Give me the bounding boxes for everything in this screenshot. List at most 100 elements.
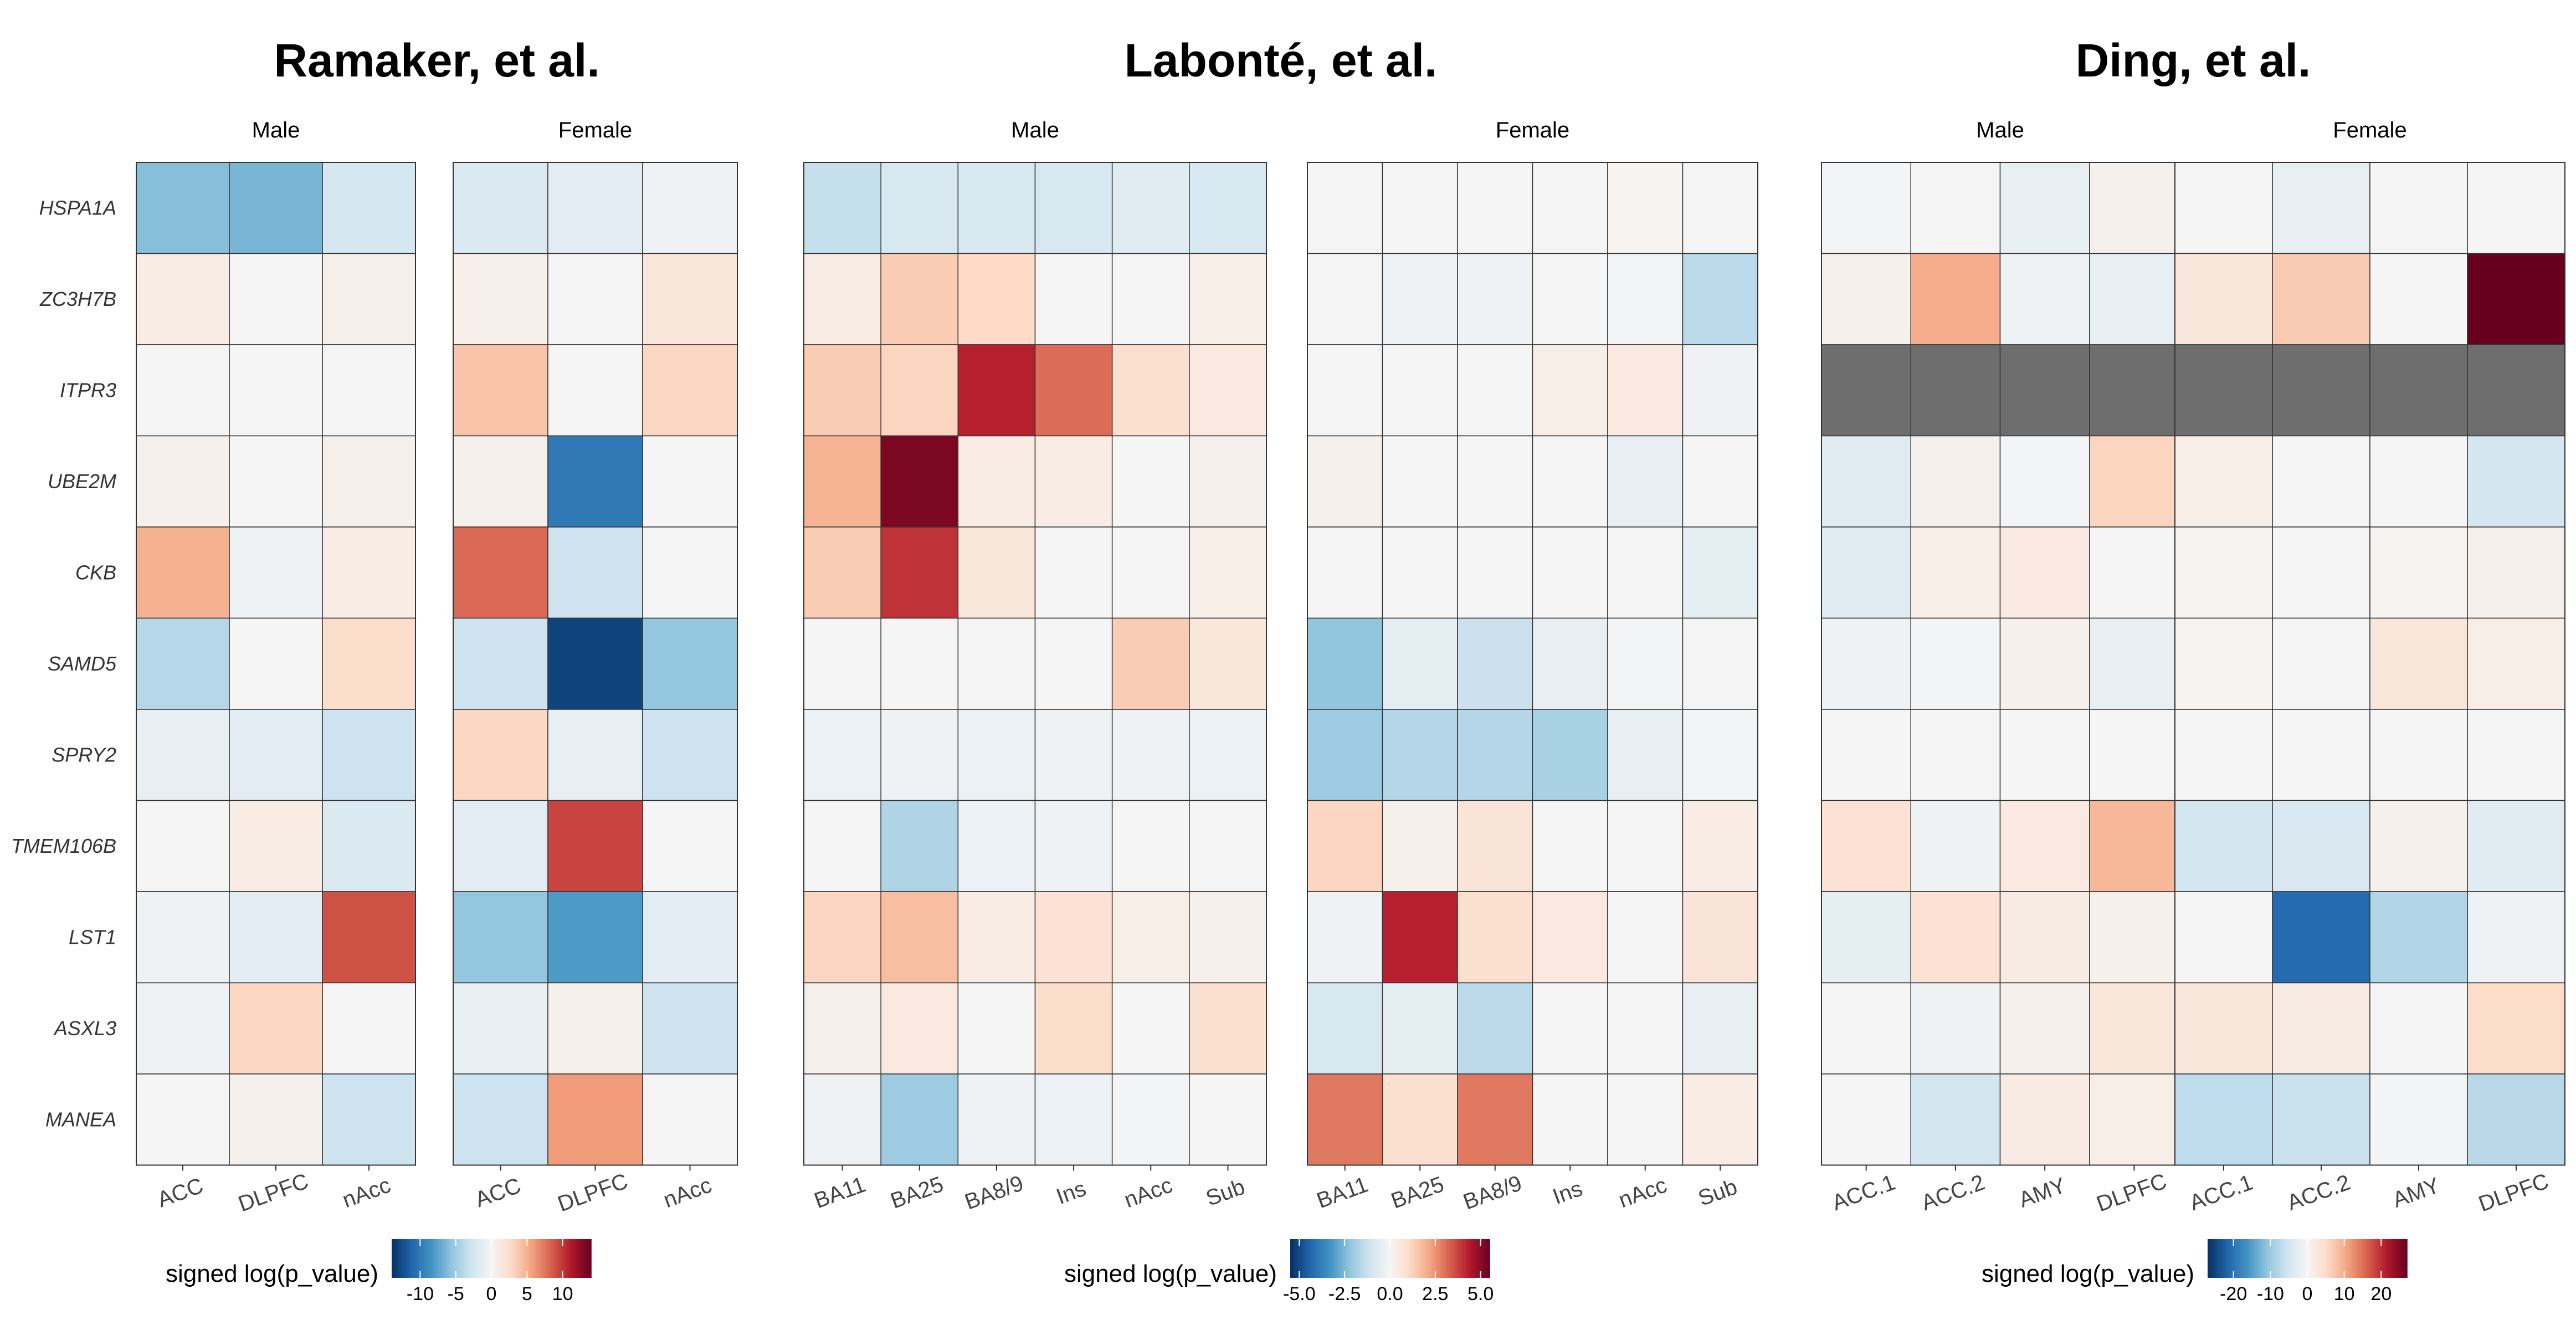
legend-tick-label: 10: [2334, 1283, 2355, 1305]
legend-gradient-segment: [1472, 1239, 1475, 1278]
heatmap-cell: [1034, 162, 1113, 254]
legend-gradient-segment: [521, 1239, 525, 1278]
heatmap-cell: [136, 709, 230, 801]
legend-gradient-segment: [1335, 1239, 1338, 1278]
legend-gradient-segment: [442, 1239, 445, 1278]
legend-gradient-segment: [2302, 1239, 2306, 1278]
heatmap-cell: [1382, 800, 1458, 892]
heatmap-cell: [1111, 982, 1190, 1075]
legend-gradient-segment: [476, 1239, 480, 1278]
legend-gradient-segment: [2312, 1239, 2316, 1278]
x-tick-label: ACC: [472, 1173, 524, 1212]
heatmap-cell: [2272, 526, 2370, 619]
heatmap-cell: [1682, 435, 1758, 528]
legend-gradient-segment: [1385, 1239, 1388, 1278]
heatmap-cell: [1910, 1073, 2001, 1166]
heatmap-cell: [229, 709, 323, 801]
heatmap-cell: [957, 800, 1036, 892]
legend-gradient-segment: [2250, 1239, 2253, 1278]
heatmap-cell: [2089, 162, 2179, 254]
legend-gradient-segment: [2339, 1239, 2343, 1278]
heatmap-cell: [136, 617, 230, 710]
legend-gradient-segment: [449, 1239, 452, 1278]
legend-gradient-segment: [2397, 1239, 2400, 1278]
legend-tick-label: 0: [486, 1283, 497, 1305]
legend-gradient-segment: [1370, 1239, 1373, 1278]
heatmap-cell: [136, 526, 230, 619]
heatmap-cell: [1382, 617, 1458, 710]
x-tick-label: Ins: [1053, 1176, 1089, 1209]
legend-gradient-segment: [1402, 1239, 1405, 1278]
heatmap-cell: [803, 709, 881, 801]
heatmap-cell: [642, 982, 738, 1075]
legend-gradient-segment: [2372, 1239, 2375, 1278]
heatmap-cell: [229, 526, 323, 619]
heatmap-cell: [1682, 1073, 1758, 1166]
study-title: Labonté, et al.: [1125, 34, 1438, 86]
heatmap-cell: [2369, 162, 2468, 254]
heatmap-cell: [2089, 617, 2179, 710]
legend-gradient-segment: [1292, 1239, 1296, 1278]
legend-gradient-segment: [2218, 1239, 2221, 1278]
legend-gradient-segment: [422, 1239, 425, 1278]
heatmap-cell: [957, 709, 1036, 801]
legend-gradient-segment: [556, 1239, 560, 1278]
legend-gradient-segment: [2377, 1239, 2380, 1278]
study-title: Ding, et al.: [2076, 34, 2311, 86]
x-tick-label: nAcc: [1615, 1173, 1670, 1213]
legend-gradient-segment: [568, 1239, 572, 1278]
heatmap-cell: [322, 344, 416, 437]
heatmap-cell: [229, 982, 323, 1075]
gene-label-ube2m: UBE2M: [48, 470, 116, 493]
legend-gradient-segment: [1452, 1239, 1455, 1278]
heatmap-cell: [1307, 253, 1383, 345]
legend-gradient-segment: [2208, 1239, 2211, 1278]
legend-gradient-segment: [1415, 1239, 1418, 1278]
legend-gradient-segment: [561, 1239, 565, 1278]
heatmap-cell: [2369, 800, 2468, 892]
heatmap-cell: [2272, 1073, 2370, 1166]
legend-gradient-segment: [2292, 1239, 2296, 1278]
heatmap-cell: [1307, 617, 1383, 710]
heatmap-cell: [1607, 800, 1684, 892]
heatmap-cell: [547, 435, 643, 528]
legend-gradient-segment: [392, 1239, 395, 1278]
heatmap-cell: [453, 982, 548, 1075]
heatmap-cell: [322, 800, 416, 892]
legend-gradient-segment: [444, 1239, 447, 1278]
heatmap-cell: [2174, 617, 2273, 710]
legend-title: signed log(p_value): [166, 1260, 378, 1287]
heatmap-cell: [1999, 435, 2090, 528]
heatmap-cell: [136, 162, 230, 254]
heatmap-cell: [322, 617, 416, 710]
legend-gradient-segment: [1420, 1239, 1423, 1278]
x-tick-label: nAcc: [339, 1173, 394, 1213]
heatmap-cell: [803, 891, 881, 984]
heatmap-cell: [1607, 891, 1684, 984]
legend-gradient-segment: [1460, 1239, 1463, 1278]
heatmap-cell: [547, 891, 643, 984]
heatmap-cell: [2467, 891, 2565, 984]
x-tick-label: ACC.1: [1829, 1170, 1898, 1215]
heatmap-cell: [1682, 709, 1758, 801]
heatmap-cell: [1111, 800, 1190, 892]
legend-gradient-segment: [1375, 1239, 1378, 1278]
heatmap-cell: [642, 617, 738, 710]
heatmap-cell: [880, 617, 959, 710]
legend-gradient-segment: [1347, 1239, 1351, 1278]
legend-gradient-segment: [1425, 1239, 1428, 1278]
heatmap-cell: [1307, 800, 1383, 892]
legend-gradient-segment: [2265, 1239, 2268, 1278]
heatmap-cell: [803, 800, 881, 892]
heatmap-cell: [803, 435, 881, 528]
gene-label-asxl3: ASXL3: [53, 1017, 116, 1040]
heatmap-cell: [1532, 344, 1608, 437]
legend-gradient-segment: [558, 1239, 562, 1278]
heatmap-cell: [1607, 435, 1684, 528]
heatmap-cell: [2174, 253, 2273, 345]
legend-gradient-segment: [548, 1239, 552, 1278]
legend-gradient-segment: [516, 1239, 520, 1278]
heatmap-cell: [453, 891, 548, 984]
legend-gradient-segment: [1372, 1239, 1376, 1278]
legend-gradient-segment: [471, 1239, 475, 1278]
